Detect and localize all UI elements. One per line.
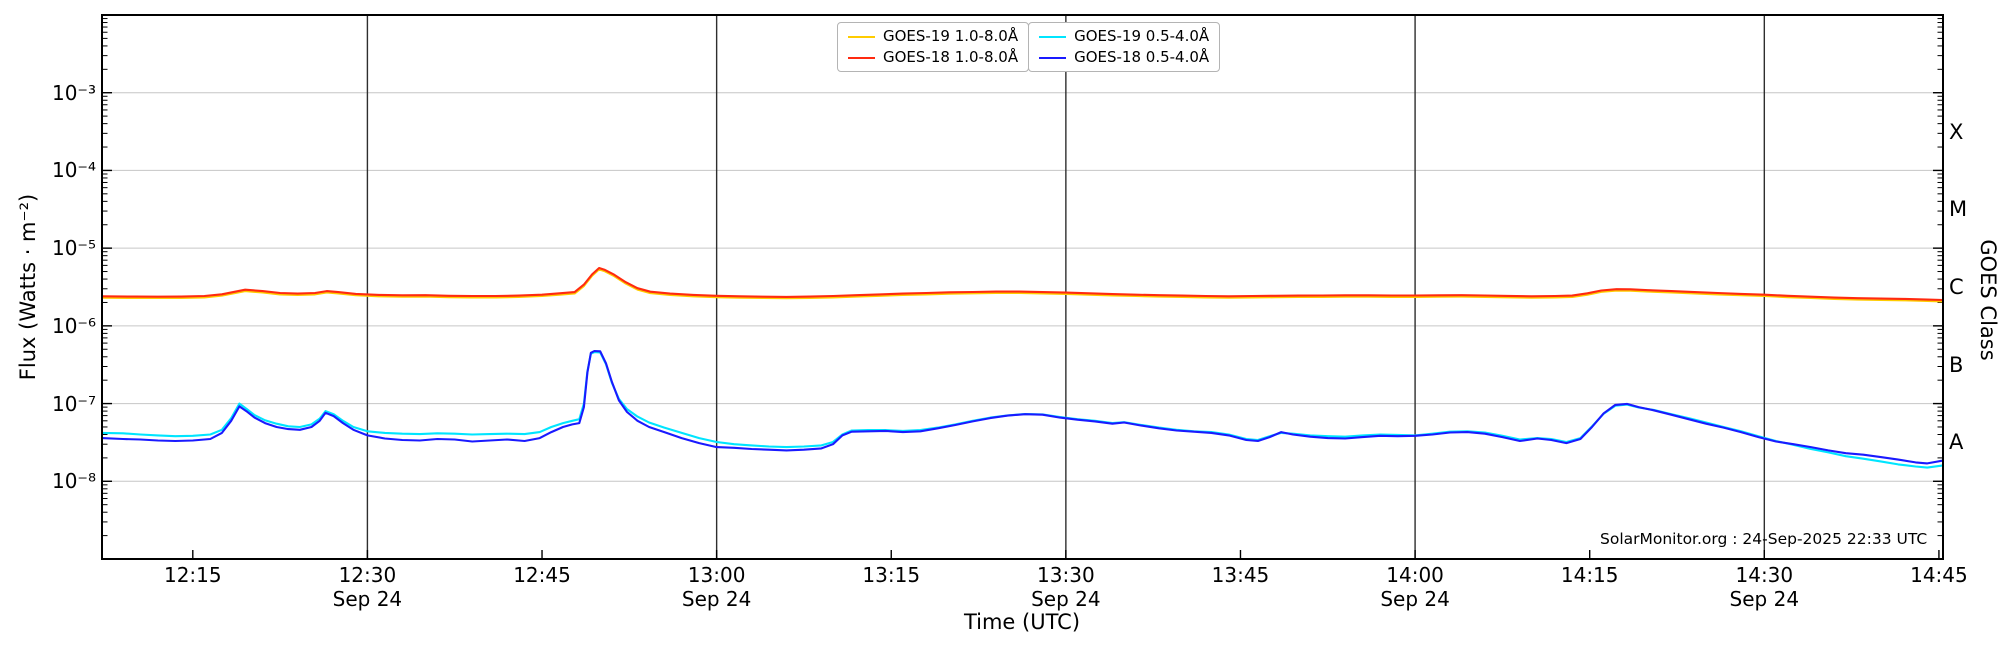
legend-item: GOES-18 0.5-4.0Å xyxy=(1035,47,1209,68)
legend-item: GOES-18 1.0-8.0Å xyxy=(844,47,1018,68)
x-tick-label: 14:15 xyxy=(1560,563,1619,587)
y-tick-label: 10⁻⁸ xyxy=(51,469,96,494)
x-tick-label: 13:00 xyxy=(687,563,746,587)
series-goes19-short xyxy=(102,351,1943,469)
plot-frame xyxy=(101,14,1944,560)
legend-label: GOES-18 1.0-8.0Å xyxy=(883,48,1019,66)
y-tick-label: 10⁻⁵ xyxy=(51,236,96,261)
goes-class-letter: A xyxy=(1949,430,1964,455)
x-tick-label: 14:45 xyxy=(1910,563,1968,587)
legend-line-swatch xyxy=(1039,56,1067,59)
legend-label: GOES-18 0.5-4.0Å xyxy=(1074,48,1210,66)
y-tick-label: 10⁻⁷ xyxy=(51,391,96,416)
watermark-annotation: SolarMonitor.org : 24-Sep-2025 22:33 UTC xyxy=(1600,530,1928,548)
v-gridlines xyxy=(366,15,1766,559)
x-tick-label: 13:30 xyxy=(1037,563,1095,587)
legend-label: GOES-19 0.5-4.0Å xyxy=(1074,27,1210,45)
x-tick-label: 13:45 xyxy=(1211,563,1270,587)
y-tick-label: 10⁻⁴ xyxy=(51,158,96,183)
legend-label: GOES-19 1.0-8.0Å xyxy=(883,27,1019,45)
legend-box: GOES-19 1.0-8.0Å GOES-18 1.0-8.0Å xyxy=(837,22,1030,72)
x-tick-label: 14:00 xyxy=(1386,563,1444,587)
series-goes19-long xyxy=(102,268,1943,303)
axis-ticks xyxy=(102,18,1943,559)
right-axis-label: GOES Class xyxy=(1976,239,2000,361)
x-tick-label: 13:15 xyxy=(862,563,921,587)
y-tick-label: 10⁻³ xyxy=(51,80,96,105)
x-date-label: Sep 24 xyxy=(1729,587,1800,611)
legend-line-swatch xyxy=(848,35,875,38)
goes-class-letter: C xyxy=(1949,275,1964,300)
goes-class-letter: X xyxy=(1949,119,1964,144)
x-tick-label: 14:30 xyxy=(1735,563,1794,587)
legend: GOES-19 1.0-8.0Å GOES-18 1.0-8.0Å GOES-19 … xyxy=(837,22,1221,72)
legend-line-swatch xyxy=(848,56,875,59)
x-date-label: Sep 24 xyxy=(681,587,752,611)
y-tick-label: 10⁻⁶ xyxy=(51,313,96,338)
legend-item: GOES-19 1.0-8.0Å xyxy=(844,26,1018,47)
x-tick-label: 12:45 xyxy=(513,563,571,587)
h-gridlines xyxy=(102,92,1943,482)
goes-class-letter: M xyxy=(1949,197,1968,222)
goes-class-letter: B xyxy=(1949,352,1964,377)
y-axis-label: Flux (Watts · m⁻²) xyxy=(16,193,40,381)
legend-line-swatch xyxy=(1039,35,1067,38)
x-date-label: Sep 24 xyxy=(1380,587,1450,611)
x-axis-label: Time (UTC) xyxy=(963,610,1081,634)
x-date-label: Sep 24 xyxy=(1031,587,1101,611)
series-goes18-short xyxy=(102,349,1943,465)
series-goes18-long xyxy=(102,266,1943,302)
legend-item: GOES-19 0.5-4.0Å xyxy=(1035,26,1209,47)
x-tick-label: 12:30 xyxy=(338,563,397,587)
x-tick-label: 12:15 xyxy=(163,563,222,587)
series-curves xyxy=(102,266,1943,469)
x-date-label: Sep 24 xyxy=(332,587,403,611)
legend-box: GOES-19 0.5-4.0Å GOES-18 0.5-4.0Å xyxy=(1028,22,1221,72)
